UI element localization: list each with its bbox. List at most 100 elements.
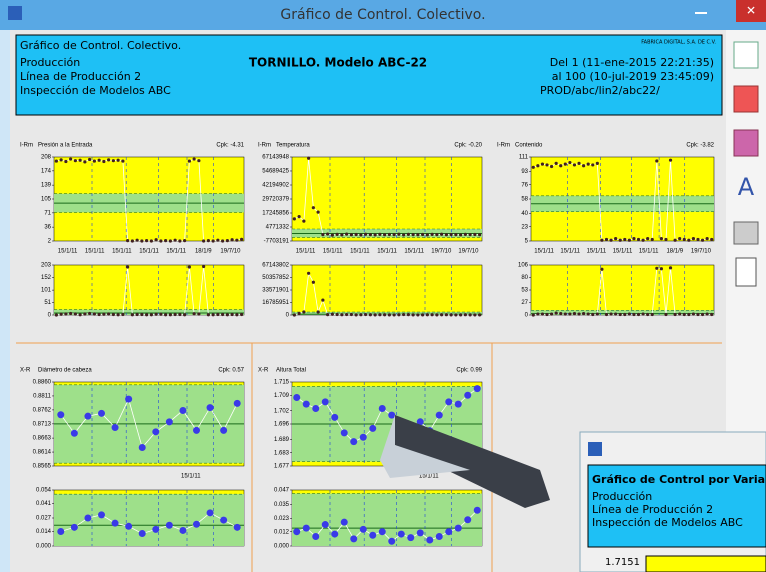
data-point — [311, 206, 315, 210]
data-point — [159, 239, 163, 243]
chart-kind: I-Rm — [20, 143, 33, 149]
data-point — [383, 313, 387, 317]
data-point — [549, 312, 554, 316]
data-point — [312, 532, 320, 540]
print-button[interactable] — [733, 221, 759, 245]
data-point — [92, 312, 96, 316]
data-point — [202, 239, 206, 243]
x-tick-label: 15/1/11 — [166, 249, 186, 255]
chart-button[interactable] — [733, 85, 759, 113]
data-point — [307, 156, 311, 160]
data-point — [140, 239, 144, 243]
data-point — [655, 159, 659, 163]
data-point — [614, 237, 618, 241]
page-button[interactable] — [735, 257, 757, 287]
report-header — [15, 34, 723, 116]
font-button[interactable]: A — [738, 173, 755, 201]
data-point — [378, 313, 382, 317]
data-point — [216, 238, 220, 242]
data-point — [378, 232, 382, 236]
data-point — [449, 232, 453, 237]
x-tick-label: 15/1/11 — [296, 249, 316, 255]
chart-kind: X-R — [20, 368, 31, 374]
data-point — [69, 311, 73, 316]
data-point — [350, 438, 358, 446]
data-point — [187, 265, 191, 269]
overlay-title: Gráfico de Control por Varia — [592, 473, 765, 486]
data-point — [102, 312, 106, 316]
data-point — [216, 312, 220, 317]
data-point — [350, 535, 358, 543]
y-tick-label: 2 — [48, 239, 52, 245]
data-point — [600, 267, 604, 271]
data-point — [595, 312, 599, 316]
data-point — [397, 313, 401, 317]
data-point — [230, 238, 234, 242]
y-tick-label: 208 — [41, 155, 52, 161]
data-point — [240, 312, 244, 317]
data-point — [225, 313, 229, 317]
data-point — [531, 165, 535, 169]
overlay-value: 1.7151 — [605, 557, 640, 568]
y-tick-label: 33571901 — [262, 288, 289, 294]
data-point — [609, 312, 613, 316]
series-line — [533, 267, 712, 316]
data-point — [536, 312, 540, 316]
data-point — [340, 429, 348, 437]
data-point — [650, 312, 654, 317]
data-point — [125, 395, 133, 403]
data-point — [691, 237, 696, 241]
overlay-window: Gráfico de Control por Varia Producción … — [579, 431, 766, 572]
data-point — [83, 312, 87, 316]
data-point — [321, 398, 329, 406]
data-point — [321, 521, 329, 529]
data-point — [97, 312, 101, 317]
data-point — [168, 313, 172, 317]
data-point — [459, 233, 463, 237]
data-point — [416, 233, 420, 237]
data-point — [641, 238, 645, 242]
y-tick-label: 0.027 — [36, 516, 52, 522]
cpk: Cpk: 0.57 — [218, 368, 244, 374]
data-point — [554, 161, 558, 165]
y-tick-label: 106 — [518, 263, 529, 269]
x-tick-label: 19/7/10 — [220, 249, 241, 255]
data-point — [292, 313, 296, 317]
data-point — [121, 312, 125, 317]
table-button[interactable] — [733, 41, 759, 69]
data-point — [369, 424, 377, 432]
y-tick-label: 5 — [525, 239, 529, 245]
y-tick-label: 16785951 — [262, 300, 289, 306]
y-tick-label: 54689425 — [262, 169, 289, 175]
data-point — [233, 399, 241, 407]
data-point — [416, 418, 424, 426]
data-point — [364, 312, 368, 317]
books-button[interactable] — [733, 129, 759, 157]
data-point — [664, 312, 668, 317]
data-point — [636, 312, 641, 317]
close-button[interactable] — [736, 0, 766, 22]
x-tick-label: 19/7/10 — [431, 249, 452, 255]
data-point — [659, 267, 663, 271]
series-line — [56, 158, 242, 242]
data-point — [406, 232, 410, 236]
y-tick-label: 101 — [41, 288, 52, 294]
data-point — [591, 312, 595, 317]
window-title: Gráfico de Control. Colectivo. — [280, 7, 485, 23]
data-point — [454, 313, 458, 317]
x-tick-label: 15/1/11 — [419, 474, 439, 480]
data-point — [559, 164, 563, 168]
data-point — [627, 312, 631, 316]
data-point — [440, 313, 444, 317]
x-tick-label: 15/1/11 — [404, 249, 424, 255]
x-tick-label: 15/1/11 — [85, 249, 105, 255]
data-point — [650, 237, 654, 242]
data-point — [383, 233, 387, 237]
data-point — [345, 232, 349, 236]
y-tick-label: 1.696 — [274, 422, 290, 428]
y-tick-label: 36 — [44, 225, 51, 231]
chart-name: Contenido — [515, 143, 543, 149]
y-tick-label: 27 — [521, 300, 528, 306]
y-tick-label: 50357852 — [262, 275, 289, 281]
data-point — [354, 313, 358, 317]
